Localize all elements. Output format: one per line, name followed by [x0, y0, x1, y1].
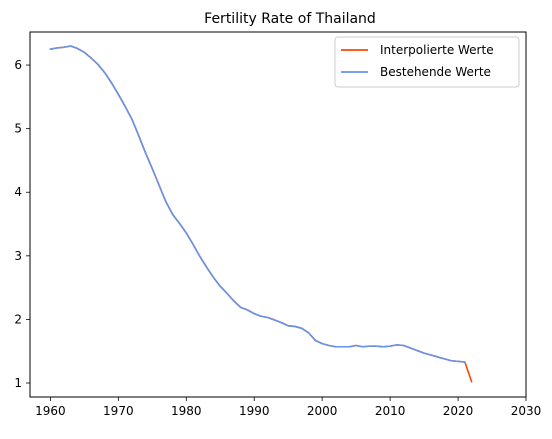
y-tick-label: 5 — [14, 122, 22, 136]
y-tick-label: 4 — [14, 185, 22, 199]
y-tick-label: 3 — [14, 249, 22, 263]
x-tick-label: 1990 — [239, 404, 270, 418]
x-tick-label: 2020 — [443, 404, 474, 418]
legend-label: Interpolierte Werte — [380, 43, 494, 57]
y-tick-label: 2 — [14, 312, 22, 326]
x-tick-label: 1960 — [35, 404, 66, 418]
y-tick-label: 6 — [14, 58, 22, 72]
chart-title: Fertility Rate of Thailand — [204, 11, 376, 27]
x-tick-label: 1970 — [103, 404, 134, 418]
legend: Interpolierte Werte Bestehende Werte — [334, 36, 520, 88]
legend-label: Bestehende Werte — [380, 65, 491, 79]
series-layer — [49, 45, 473, 383]
plot-area-frame — [29, 31, 527, 398]
legend-box — [334, 36, 520, 88]
x-tick-label: 2000 — [307, 404, 338, 418]
x-tick-label: 2030 — [511, 404, 542, 418]
series-line-2 — [49, 45, 466, 363]
y-axis: 1 2 3 4 5 6 — [14, 58, 30, 390]
y-tick-label: 1 — [14, 376, 22, 390]
x-axis: 1960 1970 1980 1990 2000 2010 2020 2030 — [35, 397, 541, 418]
x-tick-label: 2010 — [375, 404, 406, 418]
x-tick-label: 1980 — [171, 404, 202, 418]
